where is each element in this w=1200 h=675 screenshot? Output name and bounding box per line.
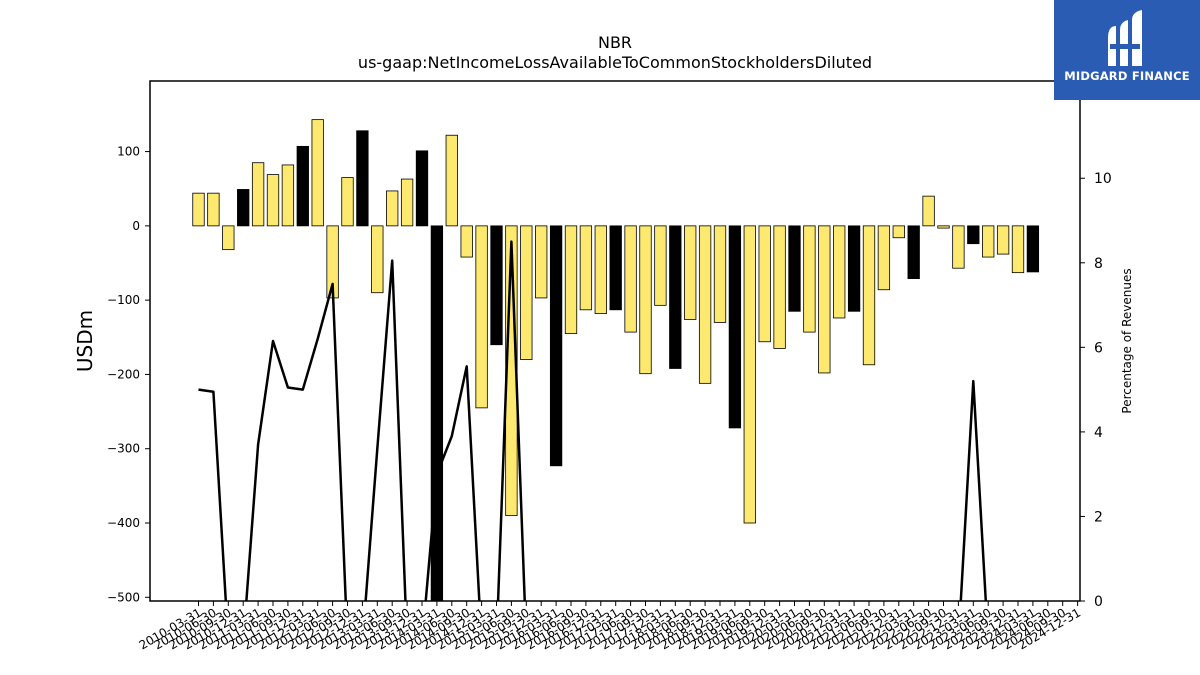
bar-2015-03-31 xyxy=(490,225,503,346)
bar-2022-06-30 xyxy=(922,195,935,227)
bar-2023-09-30 xyxy=(996,225,1010,255)
bar-2013-03-31 xyxy=(371,225,384,294)
bar-2012-09-30 xyxy=(341,177,354,227)
bar-2020-12-31 xyxy=(833,225,846,319)
bar-2017-03-31 xyxy=(609,225,622,311)
bar-2024-03-31 xyxy=(1026,225,1040,273)
bar-2020-06-30 xyxy=(803,225,816,333)
y2-axis-label: Percentage of Revenues xyxy=(1120,268,1134,413)
bar-2017-06-30 xyxy=(624,225,637,333)
bar-2022-12-31 xyxy=(952,225,965,269)
y2-axis: 10 8 6 4 2 0 xyxy=(1080,171,1112,610)
bar-2012-12-31 xyxy=(356,130,369,227)
bar-2022-03-31 xyxy=(907,225,920,280)
y-tick-label: −200 xyxy=(107,367,140,381)
bar-2010-09-30 xyxy=(222,225,235,251)
bar-2014-06-30 xyxy=(445,134,458,227)
bar-2022-09-30 xyxy=(937,225,950,229)
bar-2021-06-30 xyxy=(862,225,876,366)
y-tick-label: 0 xyxy=(132,219,140,233)
bar-2020-09-30 xyxy=(818,225,831,374)
bar-2014-03-31 xyxy=(430,225,444,601)
y-axis: 100 0 −100 −200 −300 −400 −500 xyxy=(107,145,150,604)
bar-2019-12-31 xyxy=(773,225,786,349)
bar-2017-12-31 xyxy=(654,225,667,306)
bar-2018-06-30 xyxy=(684,225,697,320)
bar-2023-06-30 xyxy=(982,225,995,258)
bar-2019-03-31 xyxy=(728,225,742,429)
bar-2018-09-30 xyxy=(698,225,712,384)
bar-2019-06-30 xyxy=(743,225,756,524)
y-tick-label: −500 xyxy=(107,590,140,604)
logo-text: MIDGARD FINANCE xyxy=(1064,69,1190,83)
logo-mark-icon xyxy=(1108,10,1142,66)
y2-tick-label: 8 xyxy=(1094,256,1103,272)
y-tick-label: −100 xyxy=(107,293,140,307)
bar-2018-03-31 xyxy=(669,225,682,369)
y-tick-label: −400 xyxy=(107,516,140,530)
bar-2010-03-31 xyxy=(192,192,205,227)
y2-tick-label: 10 xyxy=(1094,171,1112,187)
bar-2016-03-31 xyxy=(549,225,563,467)
line-series-percentage-of-revenues xyxy=(198,240,988,601)
bar-2015-09-30 xyxy=(520,225,533,360)
bars-group xyxy=(192,119,1040,601)
bar-2023-03-31 xyxy=(967,225,980,245)
bar-2018-12-31 xyxy=(713,225,727,323)
y2-tick-label: 4 xyxy=(1094,425,1103,441)
bar-2016-12-31 xyxy=(594,225,607,314)
y2-tick-label: 2 xyxy=(1094,509,1103,525)
bar-2017-09-30 xyxy=(639,225,652,375)
bar-2020-03-31 xyxy=(788,225,801,312)
y2-tick-label: 6 xyxy=(1094,340,1103,356)
bar-2016-09-30 xyxy=(579,225,593,311)
bar-2010-12-31 xyxy=(237,189,250,227)
bar-2021-03-31 xyxy=(847,225,861,312)
bar-2014-09-30 xyxy=(460,225,473,258)
y-tick-label: 100 xyxy=(117,145,140,159)
bar-2010-06-30 xyxy=(207,192,220,227)
y2-tick-label: 0 xyxy=(1094,594,1103,610)
y-tick-label: −300 xyxy=(107,442,140,456)
bar-2015-12-31 xyxy=(535,225,548,299)
bar-2011-12-31 xyxy=(296,145,309,227)
plot-frame xyxy=(149,80,1081,602)
chart-title: NBR xyxy=(598,33,632,52)
bar-2021-09-30 xyxy=(877,225,891,291)
bar-2021-12-31 xyxy=(892,225,905,239)
bar-2011-09-30 xyxy=(281,164,295,227)
line-group xyxy=(198,240,988,601)
bar-2011-06-30 xyxy=(266,174,280,227)
bar-2016-06-30 xyxy=(564,225,578,334)
bar-2013-12-31 xyxy=(415,150,429,227)
bar-2011-03-31 xyxy=(251,162,265,227)
bar-2014-12-31 xyxy=(475,225,488,409)
x-axis: 2010-03-312010-06-302010-09-302010-12-31… xyxy=(137,601,1083,652)
bar-2013-06-30 xyxy=(386,190,399,227)
bar-2019-09-30 xyxy=(758,225,771,343)
brand-logo: MIDGARD FINANCE xyxy=(1054,0,1200,100)
bar-2012-03-31 xyxy=(311,119,324,227)
bar-2013-09-30 xyxy=(400,178,414,227)
y-axis-label: USDm xyxy=(73,310,97,372)
bar-2023-12-31 xyxy=(1011,225,1025,274)
chart-subtitle: us-gaap:NetIncomeLossAvailableToCommonSt… xyxy=(358,53,872,72)
